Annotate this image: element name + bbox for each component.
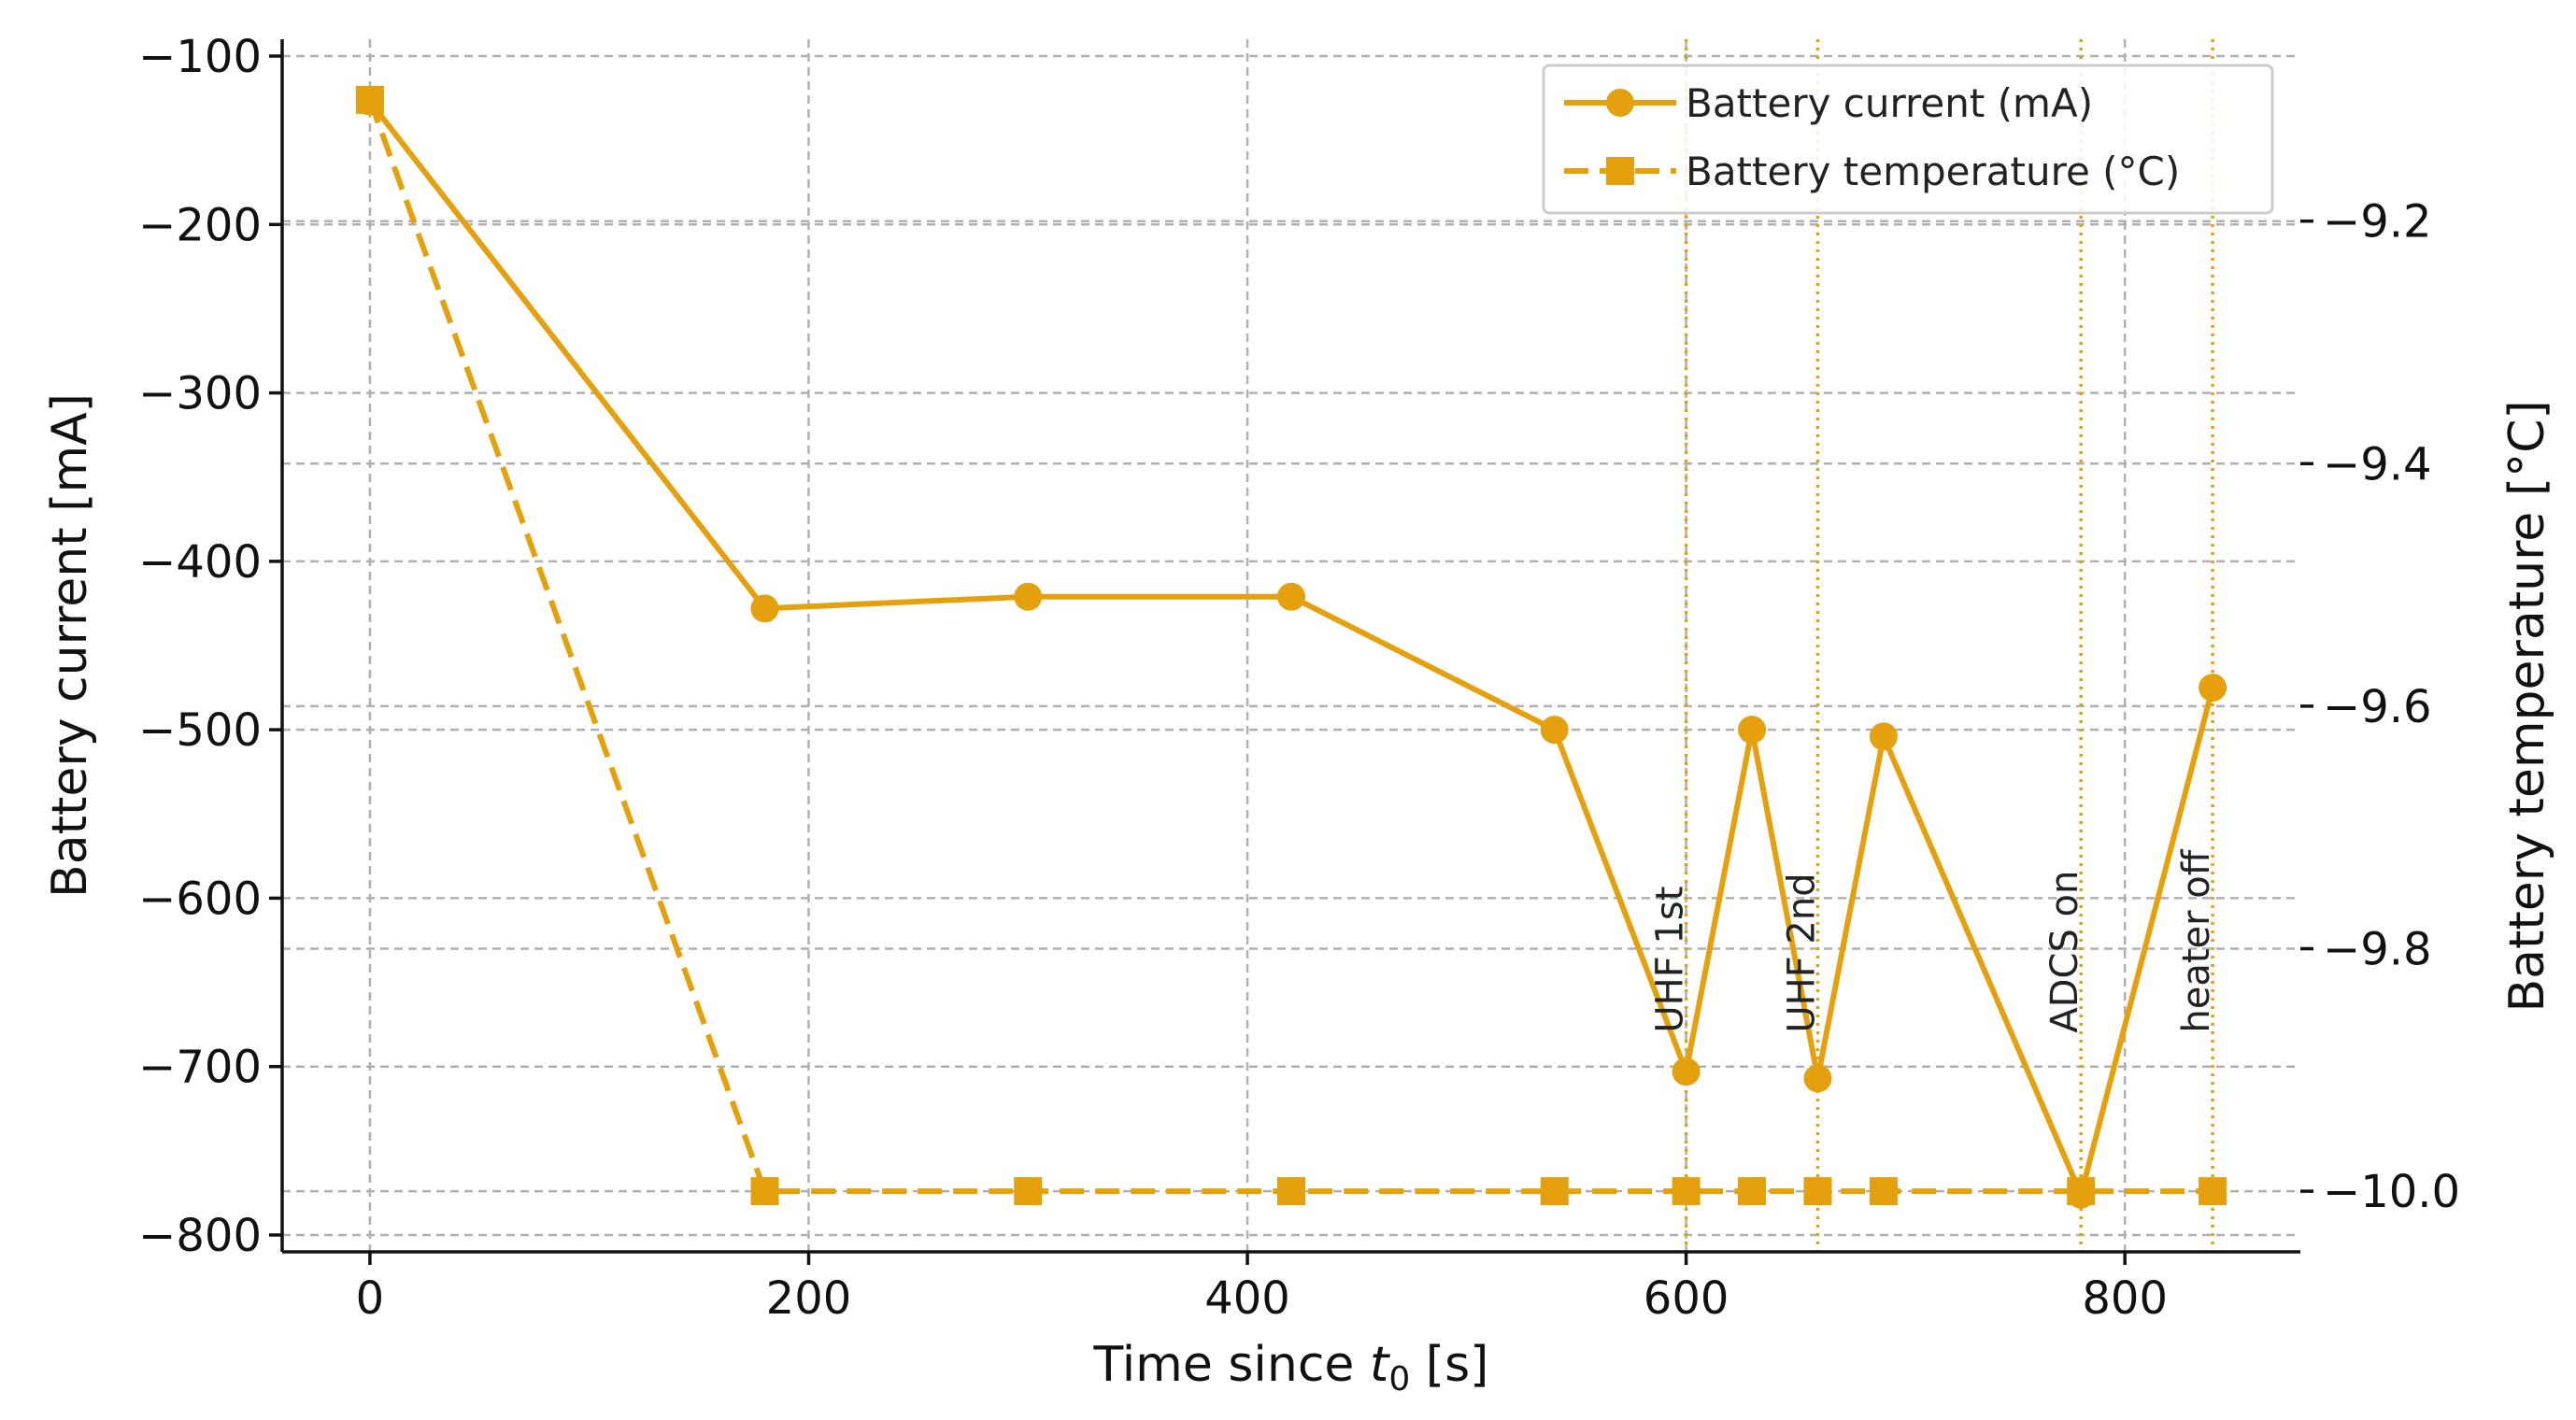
data-point-circle: [1014, 582, 1043, 611]
data-point-circle: [1540, 716, 1569, 745]
event-label: heater off: [2175, 848, 2218, 1032]
x-tick-label: 400: [1204, 1272, 1290, 1325]
legend: Battery current (mA) Battery temperature …: [1542, 64, 2274, 215]
x-axis-title-variable: t: [1370, 1337, 1390, 1393]
legend-label: Battery current (mA): [1686, 80, 2093, 126]
y-tick-label: −200: [138, 199, 262, 251]
y-tick-label: −600: [138, 873, 262, 925]
y-tick-label: −300: [138, 368, 262, 420]
data-series: [355, 85, 2227, 1209]
legend-marker-square: [1606, 157, 1634, 185]
data-point-circle: [2199, 674, 2227, 703]
y2-tick-label: −9.2: [2323, 196, 2432, 248]
x-axis-title-subscript: 0: [1388, 1360, 1410, 1399]
y2-tick-label: −10.0: [2323, 1166, 2460, 1218]
data-point-square: [1277, 1177, 1305, 1206]
data-point-square: [1014, 1177, 1043, 1206]
event-labels: UHF 1st UHF 2nd ADCS on heater off: [1649, 848, 2218, 1032]
event-label: UHF 1st: [1649, 887, 1692, 1033]
legend-label: Battery temperature (°C): [1686, 149, 2180, 194]
data-point-square: [1869, 1177, 1898, 1206]
x-tick-label: 600: [1644, 1272, 1729, 1325]
data-point-circle: [1803, 1064, 1832, 1093]
event-label: UHF 2nd: [1780, 873, 1823, 1032]
x-tick-label: 200: [766, 1272, 852, 1325]
data-point-circle: [1869, 722, 1898, 751]
data-point-circle: [1277, 582, 1305, 611]
event-label: ADCS on: [2043, 871, 2086, 1033]
x-axis-title-suffix: [s]: [1410, 1337, 1488, 1393]
event-markers: [1684, 39, 2214, 1252]
data-point-square: [750, 1177, 779, 1206]
data-point-square: [1672, 1177, 1701, 1206]
data-point-square: [355, 85, 384, 114]
y2-tick-label: −9.6: [2323, 681, 2432, 733]
grid-lines: [282, 39, 2300, 1252]
legend-box: [1542, 64, 2274, 215]
data-point-circle: [750, 594, 779, 623]
y2-tick-label: −9.4: [2323, 438, 2432, 490]
y-tick-label: −100: [138, 31, 262, 83]
data-point-circle: [1672, 1058, 1701, 1086]
y-tick-label: −700: [138, 1042, 262, 1094]
y-tick-label: −500: [138, 704, 262, 757]
y2-tick-label: −9.8: [2323, 924, 2432, 976]
x-tick-label: 0: [356, 1272, 385, 1325]
series-line: [367, 99, 2216, 1198]
y-axis-title: Battery current [mA]: [42, 393, 98, 898]
data-point-square: [2067, 1177, 2096, 1206]
x-axis-title-prefix: Time since: [1093, 1337, 1370, 1393]
y-tick-label: −800: [138, 1210, 262, 1262]
data-point-circle: [1738, 716, 1767, 745]
data-point-square: [1540, 1177, 1569, 1206]
data-point-square: [1738, 1177, 1767, 1206]
data-point-square: [1803, 1177, 1832, 1206]
series-line: [367, 98, 2213, 1195]
data-point-square: [2199, 1177, 2227, 1206]
axes: 0 200 400 600 800 −800 −700 −600 −500 −400 −300 −20…: [42, 31, 2555, 1399]
y-tick-label: −400: [138, 536, 262, 589]
legend-marker-circle: [1606, 89, 1634, 117]
y2-axis-title: Battery temperature [°C]: [2499, 400, 2555, 1012]
x-axis-title: Time since t0 [s]: [1093, 1337, 1489, 1399]
x-tick-label: 800: [2082, 1272, 2168, 1325]
